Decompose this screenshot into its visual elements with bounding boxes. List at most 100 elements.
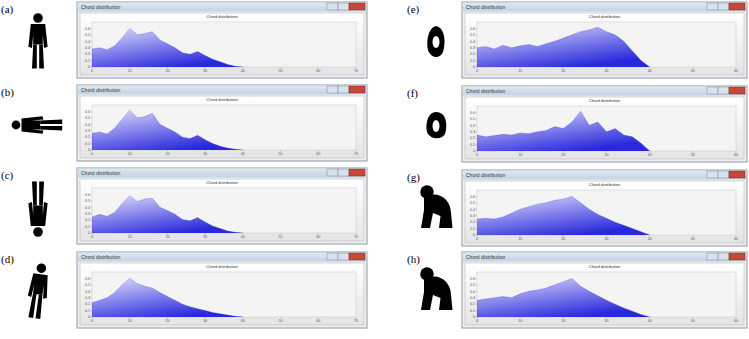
x-tick-label: 0 (476, 153, 478, 157)
silhouette-part (33, 227, 43, 237)
x-tick-label: 0 (91, 69, 93, 73)
y-tick-label: 0.6 (85, 193, 90, 197)
minimize-button[interactable] (707, 3, 718, 10)
window: Chord distributionChord distribution00.1… (77, 252, 367, 328)
x-tick-label: 30 (605, 237, 609, 241)
silhouette-part (28, 24, 47, 48)
x-tick-label: 0 (91, 319, 93, 323)
y-tick (476, 47, 478, 48)
chart-title: Chord distribution (206, 264, 237, 269)
minimize-button[interactable] (327, 253, 338, 260)
y-tick-label: 0.4 (85, 123, 90, 127)
x-tick-label: 20 (561, 153, 565, 157)
data-group (92, 196, 243, 233)
silhouette-part (36, 263, 47, 274)
maximize-button[interactable] (718, 171, 729, 178)
chart-panel (80, 96, 364, 158)
maximize-button[interactable] (718, 253, 729, 260)
y-tick-label: 0.4 (85, 206, 90, 210)
silhouette-part (40, 120, 62, 131)
x-tick-label: 70 (354, 69, 358, 73)
window-frame (462, 252, 747, 328)
y-tick (476, 54, 478, 55)
close-button[interactable] (349, 3, 365, 10)
chart-title: Chord distribution (589, 14, 620, 19)
close-button[interactable] (349, 253, 365, 260)
maximize-button[interactable] (338, 86, 349, 93)
y-tick (476, 60, 478, 61)
y-tick-label: 0.1 (470, 59, 475, 63)
x-tick-label: 60 (734, 153, 738, 157)
x-tick-label: 20 (165, 152, 169, 156)
silhouette-part (28, 202, 47, 226)
maximize-button[interactable] (718, 3, 729, 10)
y-tick-label: 0.5 (85, 283, 90, 287)
y-tick-label: 0.6 (470, 277, 475, 281)
silhouette-part (32, 182, 44, 206)
minimize-button[interactable] (707, 87, 718, 94)
y-tick-label: 0.3 (470, 130, 475, 134)
minimize-button[interactable] (707, 171, 718, 178)
window-title: Chord distribution (81, 4, 120, 10)
maximize-button[interactable] (338, 169, 349, 176)
silhouette (420, 185, 452, 228)
x-tick-label: 30 (605, 319, 609, 323)
minimize-button[interactable] (327, 3, 338, 10)
x-tick-label: 30 (605, 153, 609, 157)
y-tick (476, 112, 478, 113)
x-tick-label: 50 (279, 319, 283, 323)
minimize-button[interactable] (707, 253, 718, 260)
y-tick (91, 41, 93, 42)
close-button[interactable] (349, 169, 365, 176)
silhouette-part (426, 112, 446, 138)
y-tick (476, 278, 478, 279)
y-tick (91, 150, 93, 151)
x-tick-label: 60 (734, 69, 738, 73)
titlebar (463, 171, 747, 180)
x-tick-label: 10 (128, 69, 132, 73)
x-tick-label: 30 (203, 235, 207, 239)
y-tick-label: 0.5 (470, 33, 475, 37)
plot-area (477, 272, 736, 317)
y-tick (91, 226, 93, 227)
close-button[interactable] (729, 253, 745, 260)
close-button[interactable] (729, 87, 745, 94)
area (477, 278, 650, 317)
x-tick-label: 30 (203, 319, 207, 323)
y-tick (476, 34, 478, 35)
maximize-button[interactable] (338, 253, 349, 260)
y-tick-label: 0.1 (85, 309, 90, 313)
y-tick-label: 0.3 (470, 296, 475, 300)
close-button[interactable] (349, 86, 365, 93)
data-group (477, 278, 650, 317)
y-tick-label: 0.2 (470, 136, 475, 140)
silhouette (420, 267, 452, 310)
minimize-button[interactable] (327, 86, 338, 93)
y-tick (476, 215, 478, 216)
maximize-button[interactable] (338, 3, 349, 10)
x-tick-label: 40 (241, 152, 245, 156)
y-tick (91, 213, 93, 214)
plot-area (477, 106, 736, 151)
x-tick-label: 70 (354, 152, 358, 156)
y-tick-label: 0.4 (470, 290, 475, 294)
silhouette-part (32, 44, 44, 68)
y-tick-label: 0.3 (85, 296, 90, 300)
plot-area (92, 272, 356, 317)
x-tick-label: 30 (203, 152, 207, 156)
minimize-button[interactable] (327, 169, 338, 176)
maximize-button[interactable] (718, 87, 729, 94)
close-button[interactable] (729, 171, 745, 178)
y-tick-label: 0.4 (470, 124, 475, 128)
x-tick-label: 40 (648, 69, 652, 73)
close-button[interactable] (729, 3, 745, 10)
data-group (477, 196, 650, 235)
y-tick-label: 0 (473, 149, 475, 153)
silhouette (426, 112, 446, 138)
x-tick-label: 10 (518, 237, 522, 241)
y-tick (91, 291, 93, 292)
y-tick (476, 317, 478, 318)
y-tick (476, 138, 478, 139)
y-tick (476, 28, 478, 29)
x-tick-label: 30 (203, 69, 207, 73)
